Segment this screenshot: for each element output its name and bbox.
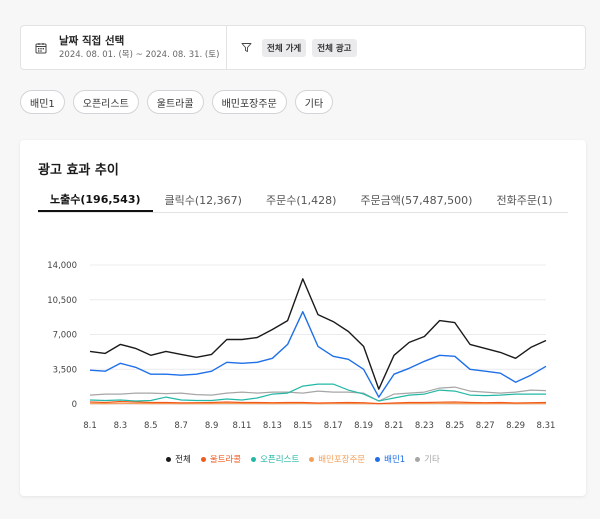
x-tick-label: 8.17 bbox=[324, 421, 343, 431]
tab-impressions[interactable]: 노출수(196,543) bbox=[38, 188, 153, 212]
date-picker[interactable]: 날짜 직접 선택 2024. 08. 01. (목) ~ 2024. 08. 3… bbox=[21, 26, 227, 69]
tab-phone-orders[interactable]: 전화주문(1) bbox=[496, 194, 553, 207]
calendar-icon bbox=[35, 42, 47, 53]
legend-label: 배민1 bbox=[384, 455, 406, 465]
y-tick-label: 14,000 bbox=[47, 261, 77, 271]
y-tick-label: 7,000 bbox=[53, 331, 77, 341]
x-tick-label: 8.15 bbox=[293, 421, 312, 431]
metric-tabs: 노출수(196,543) 클릭수(12,367) 주문수(1,428) 주문금액… bbox=[38, 188, 568, 212]
card-title: 광고 효과 추이 bbox=[38, 163, 119, 178]
tabs-divider bbox=[38, 212, 568, 213]
legend-dot-icon bbox=[200, 456, 206, 462]
x-tick-label: 8.5 bbox=[144, 421, 158, 431]
x-tick-label: 8.19 bbox=[354, 421, 373, 431]
chip-openlist[interactable]: 오픈리스트 bbox=[72, 90, 139, 114]
x-tick-label: 8.7 bbox=[174, 421, 188, 431]
legend-label: 배민포장주문 bbox=[318, 455, 366, 465]
y-tick-label: 0 bbox=[72, 400, 77, 410]
funnel-icon bbox=[241, 43, 252, 52]
store-filter-tag[interactable]: 전체 가게 bbox=[262, 38, 307, 57]
chip-etc[interactable]: 기타 bbox=[294, 90, 334, 114]
x-tick-label: 8.23 bbox=[415, 421, 434, 431]
filter-selector[interactable]: 전체 가게 전체 광고 bbox=[227, 38, 363, 57]
legend-label: 전체 bbox=[175, 455, 191, 465]
tab-clicks[interactable]: 클릭수(12,367) bbox=[164, 194, 242, 207]
chip-pickup-order[interactable]: 배민포장주문 bbox=[211, 90, 287, 114]
date-filter-title: 날짜 직접 선택 bbox=[59, 34, 125, 47]
legend-label: 오픈리스트 bbox=[260, 455, 300, 465]
legend-dot-icon bbox=[415, 456, 421, 462]
ad-type-chips: 배민1 오픈리스트 울트라콜 배민포장주문 기타 bbox=[20, 90, 341, 114]
tab-orders[interactable]: 주문수(1,428) bbox=[265, 194, 337, 207]
x-tick-label: 8.13 bbox=[263, 421, 282, 431]
x-tick-label: 8.3 bbox=[114, 421, 128, 431]
series-line-오픈리스트 bbox=[89, 383, 546, 402]
series-line-전체 bbox=[89, 278, 547, 390]
legend-dot-icon bbox=[309, 456, 315, 462]
x-tick-label: 8.1 bbox=[83, 421, 97, 431]
chip-baemin1[interactable]: 배민1 bbox=[20, 90, 65, 114]
x-tick-label: 8.21 bbox=[385, 421, 404, 431]
x-tick-label: 8.27 bbox=[476, 421, 495, 431]
y-tick-label: 10,500 bbox=[47, 296, 77, 306]
legend-dot-icon bbox=[251, 456, 257, 462]
x-tick-label: 8.11 bbox=[233, 421, 252, 431]
date-range: 2024. 08. 01. (목) ~ 2024. 08. 31. (토) bbox=[59, 49, 220, 60]
ad-performance-card: 광고 효과 추이 노출수(196,543) 클릭수(12,367) 주문수(1,… bbox=[20, 140, 586, 496]
series-line-배민1 bbox=[89, 310, 547, 398]
legend-item[interactable]: 기타 bbox=[415, 453, 440, 465]
tab-order-amount[interactable]: 주문금액(57,487,500) bbox=[360, 194, 473, 207]
legend-item[interactable]: 배민1 bbox=[375, 453, 405, 465]
legend-item[interactable]: 오픈리스트 bbox=[251, 453, 299, 465]
series-line-울트라콜 bbox=[89, 400, 547, 405]
y-tick-label: 3,500 bbox=[53, 365, 77, 375]
series-line-기타 bbox=[89, 386, 547, 402]
legend-label: 울트라콜 bbox=[209, 455, 242, 465]
legend-dot-icon bbox=[375, 456, 381, 462]
trend-line-chart: 0 3,500 7,000 10,500 14,000 8.1 8.3 8.5 8.7 8.9 8.… bbox=[47, 261, 556, 431]
legend-item[interactable]: 배민포장주문 bbox=[309, 453, 365, 465]
legend-item[interactable]: 울트라콜 bbox=[200, 453, 242, 465]
filter-bar: 날짜 직접 선택 2024. 08. 01. (목) ~ 2024. 08. 3… bbox=[20, 25, 586, 70]
chart-legend: 전체 울트라콜 오픈리스트 배민포장주문 배민1 기타 bbox=[20, 453, 586, 465]
x-tick-label: 8.25 bbox=[445, 421, 464, 431]
legend-label: 기타 bbox=[424, 455, 440, 465]
x-tick-label: 8.29 bbox=[506, 421, 525, 431]
legend-item[interactable]: 전체 bbox=[166, 453, 191, 465]
chip-ultracall[interactable]: 울트라콜 bbox=[146, 90, 204, 114]
x-tick-label: 8.31 bbox=[537, 421, 556, 431]
legend-dot-icon bbox=[166, 456, 172, 462]
ad-filter-tag[interactable]: 전체 광고 bbox=[312, 38, 357, 57]
x-tick-label: 8.9 bbox=[205, 421, 219, 431]
